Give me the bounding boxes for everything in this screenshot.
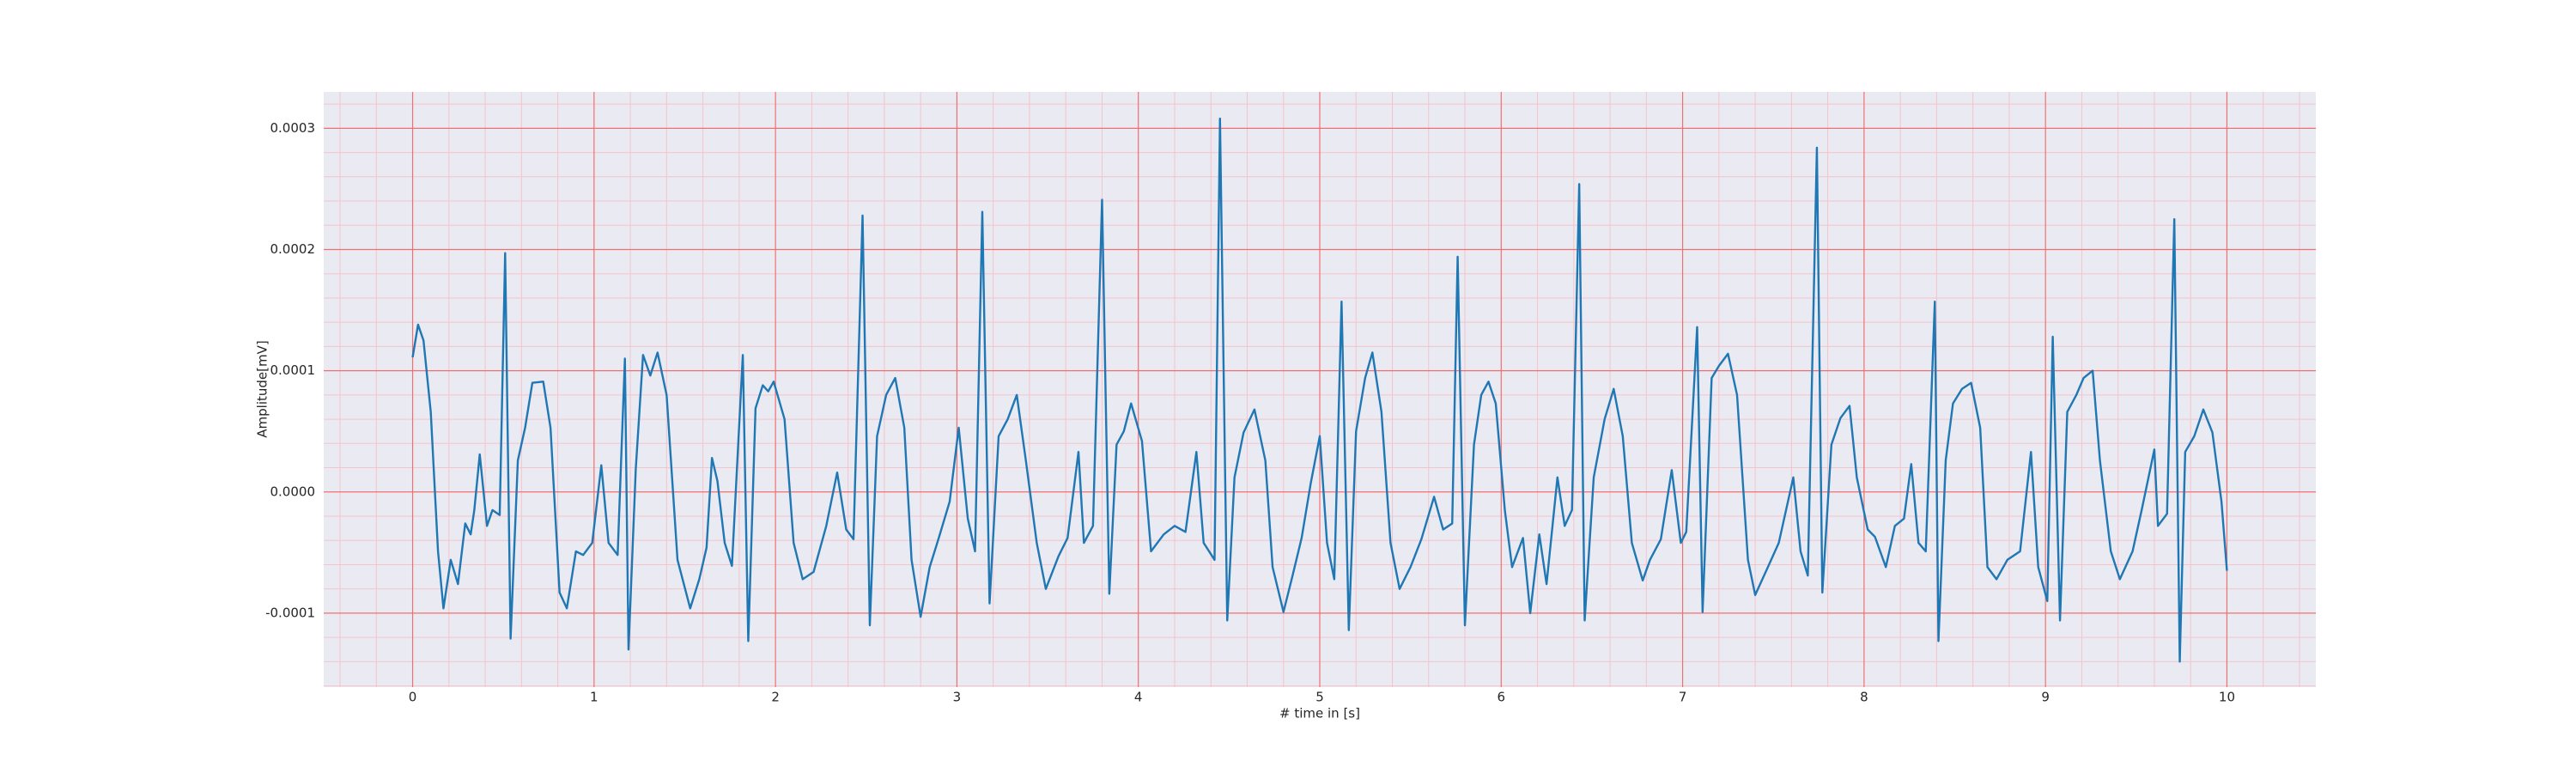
signal-line xyxy=(411,117,2228,663)
x-tick-label: 0 xyxy=(409,690,417,705)
y-tick-label: -0.0001 xyxy=(265,605,315,620)
y-tick-label: 0.0002 xyxy=(270,241,316,257)
y-axis-label: Amplitude[mV] xyxy=(255,340,270,437)
y-tick-label: 0.0000 xyxy=(270,484,316,499)
x-tick-label: 6 xyxy=(1498,690,1506,705)
x-tick-label: 9 xyxy=(2041,690,2050,705)
x-tick-label: 2 xyxy=(771,690,780,705)
x-tick-label: 1 xyxy=(590,690,598,705)
y-tick-label: 0.0003 xyxy=(270,120,316,136)
x-tick-label: 3 xyxy=(953,690,962,705)
x-tick-label: 8 xyxy=(1860,690,1868,705)
x-tick-label: 5 xyxy=(1315,690,1324,705)
x-tick-label: 7 xyxy=(1679,690,1687,705)
x-tick-label: 10 xyxy=(2219,690,2235,705)
x-tick-label: 4 xyxy=(1134,690,1143,705)
x-axis-label: # time in [s] xyxy=(1279,706,1360,721)
y-tick-label: 0.0001 xyxy=(270,362,316,378)
